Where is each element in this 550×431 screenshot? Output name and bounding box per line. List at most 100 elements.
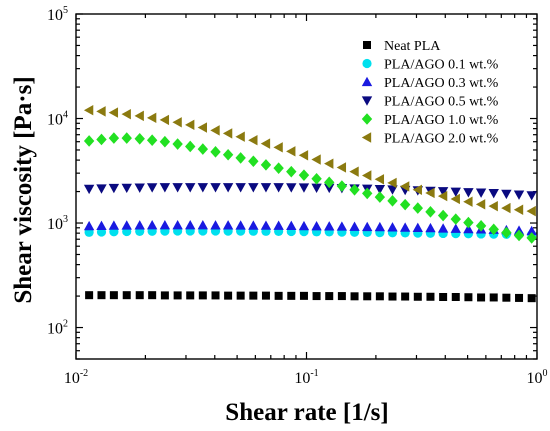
tick-marks xyxy=(75,13,538,360)
data-point xyxy=(172,220,183,230)
series-2 xyxy=(83,220,537,236)
data-point xyxy=(450,213,461,225)
data-point xyxy=(83,105,94,116)
data-point xyxy=(311,220,322,231)
data-point xyxy=(134,132,145,145)
x-tick-label: 10-2 xyxy=(64,368,88,387)
data-point xyxy=(222,148,234,161)
x-axis-title: Shear rate [1/s] xyxy=(225,399,388,426)
data-point xyxy=(489,293,498,302)
data-point xyxy=(83,184,95,195)
data-point xyxy=(83,135,95,147)
data-point xyxy=(362,221,373,232)
data-point xyxy=(513,204,524,215)
legend-label: PLA/AGO 2.0 wt.% xyxy=(384,132,499,147)
data-point xyxy=(286,220,297,231)
x-tick-label: 10-1 xyxy=(294,368,318,387)
data-point xyxy=(146,134,158,147)
data-point xyxy=(122,291,131,300)
y-axis-title: Shear viscosity [Pa·s] xyxy=(10,76,37,303)
data-point xyxy=(248,155,259,168)
data-point xyxy=(387,222,398,232)
legend-label: Neat PLA xyxy=(384,39,441,54)
data-point xyxy=(260,220,272,230)
data-point xyxy=(211,291,220,300)
data-point xyxy=(526,225,537,236)
data-point xyxy=(134,220,145,230)
data-point xyxy=(488,189,499,199)
data-point xyxy=(324,158,334,169)
data-point xyxy=(173,291,182,300)
data-point xyxy=(260,138,271,149)
data-point xyxy=(336,162,347,173)
y-tick-label: 105 xyxy=(47,5,68,24)
data-point xyxy=(273,142,283,153)
data-point xyxy=(159,114,170,126)
data-point xyxy=(350,292,359,301)
legend-item: PLA/AGO 0.5 wt.% xyxy=(361,95,499,110)
series-5 xyxy=(83,105,536,217)
data-point xyxy=(324,176,335,189)
data-point xyxy=(222,220,234,230)
x-tick-labels: 10-2 10-1 100 xyxy=(64,368,548,387)
data-point xyxy=(108,107,119,118)
data-point xyxy=(502,293,511,302)
data-point xyxy=(425,206,436,218)
data-point xyxy=(159,183,171,193)
data-point xyxy=(463,196,473,207)
data-point xyxy=(210,146,221,158)
data-point xyxy=(325,292,334,301)
data-point xyxy=(249,291,258,300)
data-point xyxy=(336,180,348,192)
data-point xyxy=(83,220,95,231)
data-point xyxy=(362,170,372,181)
data-point xyxy=(121,108,131,120)
data-point xyxy=(121,220,132,230)
data-point xyxy=(437,190,448,202)
data-point xyxy=(298,183,310,193)
data-point xyxy=(425,222,436,233)
data-point xyxy=(108,220,120,230)
legend-item: PLA/AGO 2.0 wt.% xyxy=(361,132,499,147)
data-point xyxy=(286,146,296,157)
data-point xyxy=(363,292,372,301)
data-point xyxy=(148,291,157,300)
data-point xyxy=(324,183,335,194)
data-point xyxy=(108,132,120,144)
data-point xyxy=(399,198,411,211)
legend-marker xyxy=(361,76,373,87)
legend-item: PLA/AGO 0.3 wt.% xyxy=(361,76,499,91)
data-point xyxy=(248,135,258,146)
data-point xyxy=(135,291,144,300)
legend-item: Neat PLA xyxy=(363,39,441,54)
data-point xyxy=(463,223,474,234)
legend-label: PLA/AGO 0.1 wt.% xyxy=(384,58,499,73)
data-point xyxy=(463,216,474,229)
data-point xyxy=(146,183,158,193)
data-point xyxy=(387,195,398,207)
data-series xyxy=(83,105,537,303)
data-point xyxy=(488,200,498,212)
data-point xyxy=(236,291,245,300)
data-point xyxy=(399,181,410,192)
data-point xyxy=(501,226,512,239)
data-point xyxy=(324,221,335,231)
data-point xyxy=(336,221,348,231)
data-point xyxy=(185,183,196,193)
data-point xyxy=(337,292,346,301)
data-point xyxy=(387,177,397,189)
data-point xyxy=(437,223,449,233)
data-point xyxy=(97,291,106,300)
data-point xyxy=(109,291,118,300)
data-point xyxy=(475,188,487,198)
data-point xyxy=(412,222,424,233)
data-point xyxy=(311,183,322,193)
legend-marker xyxy=(361,132,372,143)
y-tick-labels: 102 103 104 105 xyxy=(47,5,68,338)
data-point xyxy=(311,154,321,165)
data-point xyxy=(298,169,310,181)
data-point xyxy=(513,229,525,242)
data-point xyxy=(515,293,524,302)
data-point xyxy=(437,187,449,197)
